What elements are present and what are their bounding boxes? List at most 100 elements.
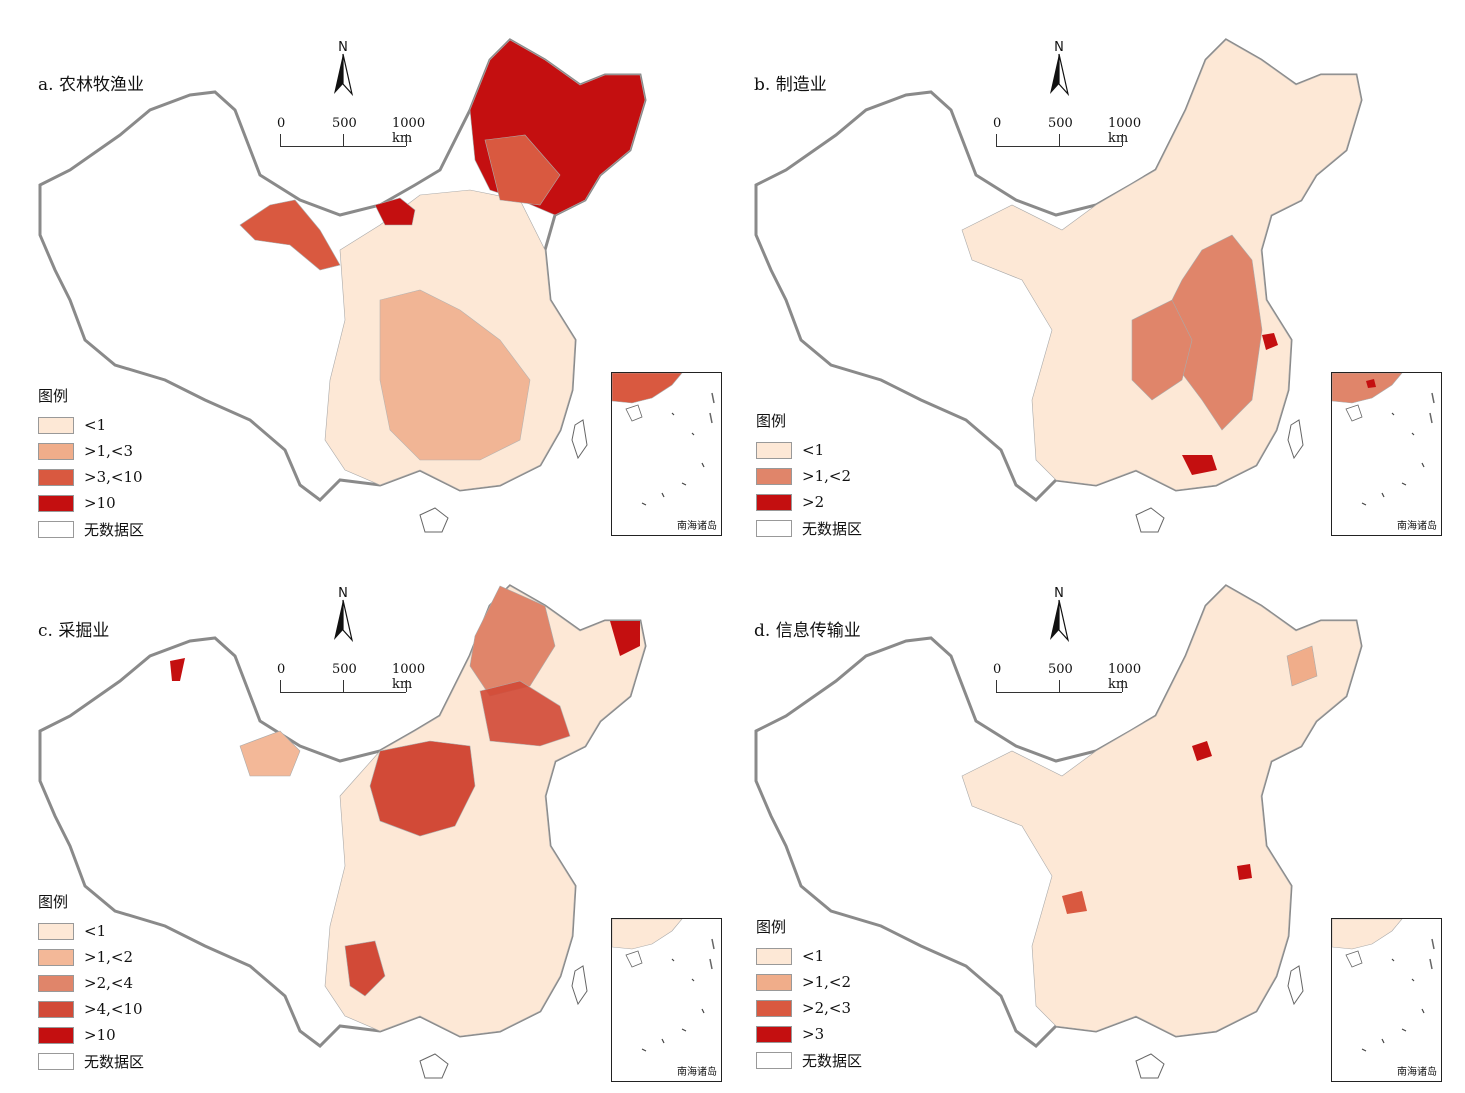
legend-title: 图例 (38, 893, 69, 911)
legend-swatch (38, 1026, 74, 1044)
region-northeast (469, 585, 556, 697)
scale-tick (280, 134, 281, 146)
region-hotspot-1 (239, 199, 341, 271)
legend-swatch (38, 468, 74, 486)
scale-label-500: 500 (1048, 116, 1073, 131)
inset-label: 南海诸岛 (1397, 1067, 1437, 1078)
legend-item: >1,<2 (756, 969, 862, 995)
legend-item: >1,<2 (38, 944, 144, 970)
region-inner-mongolia (479, 680, 571, 747)
legend-swatch (38, 974, 74, 992)
scale-tick (343, 134, 344, 146)
north-label: N (338, 40, 348, 55)
legend-item: <1 (38, 412, 144, 438)
region-yunnan (344, 940, 386, 997)
legend-item: >3 (756, 1021, 862, 1047)
north-label: N (1054, 40, 1064, 55)
inset-label: 南海诸岛 (677, 521, 717, 532)
legend-item: 无数据区 (756, 1047, 862, 1073)
scale-label-1000: 1000 km (1108, 116, 1142, 146)
legend-swatch (38, 922, 74, 940)
scale-label-1000: 1000 km (392, 116, 426, 146)
scale-bar: 0 500 1000 km (993, 116, 1146, 150)
region-hotspot-2 (374, 197, 416, 226)
panel-title: c. 采掘业 (38, 621, 110, 641)
north-arrow-icon (334, 53, 354, 97)
legend-label: <1 (802, 441, 825, 459)
scale-line (280, 692, 406, 693)
legend-label: 无数据区 (84, 520, 145, 539)
scale-label-0: 0 (277, 116, 286, 131)
north-arrow: N (330, 40, 356, 98)
scale-line (280, 146, 406, 147)
scale-label-0: 0 (993, 662, 1002, 677)
hainan (419, 507, 449, 533)
north-label: N (338, 586, 348, 601)
legend-item: 无数据区 (38, 516, 144, 542)
scale-tick (343, 680, 344, 692)
region-shanghai (1237, 864, 1252, 880)
legend-label: >10 (84, 494, 116, 512)
legend-label: <1 (84, 416, 107, 434)
legend-label: 无数据区 (802, 1051, 863, 1070)
legend-label: >2 (802, 493, 825, 511)
region-xinjiang-hotspot (239, 730, 301, 777)
region-northeast (469, 39, 646, 216)
scale-label-0: 0 (993, 116, 1002, 131)
legend-swatch (38, 1000, 74, 1018)
panel-title: b. 制造业 (754, 75, 827, 95)
legend-swatch (38, 1052, 74, 1070)
legend-swatch (38, 416, 74, 434)
legend-swatch (756, 467, 792, 485)
inset-label: 南海诸岛 (1397, 521, 1437, 532)
scale-tick (406, 134, 407, 146)
legend-label: >3,<10 (84, 468, 143, 486)
legend-title: 图例 (756, 918, 787, 936)
inset-map (612, 919, 715, 1052)
legend-item: >2,<4 (38, 970, 144, 996)
region-northeast-mid (1286, 645, 1318, 687)
north-arrow: N (1046, 40, 1072, 98)
panel-title: a. 农林牧渔业 (38, 75, 144, 95)
legend-swatch (756, 1051, 792, 1069)
legend-item: <1 (756, 437, 862, 463)
legend-label: >1,<3 (84, 442, 133, 460)
inset-map (612, 373, 715, 506)
legend-swatch (756, 441, 792, 459)
scale-tick (406, 680, 407, 692)
legend-item: >1,<3 (38, 438, 144, 464)
legend-label: <1 (84, 922, 107, 940)
legend-label: >2,<3 (802, 999, 851, 1017)
scale-label-500: 500 (332, 662, 357, 677)
legend-swatch (756, 973, 792, 991)
legend-item: >1,<2 (756, 463, 862, 489)
scale-tick (996, 134, 997, 146)
taiwan (1287, 965, 1304, 1006)
legend-item: >3,<10 (38, 464, 144, 490)
map-panel-a: a. 农林牧渔业 N 0 500 1000 km 图例 <1 >1,<3 >3,… (0, 0, 732, 546)
scale-tick (1122, 680, 1123, 692)
legend-swatch (756, 947, 792, 965)
region-northeast-red (610, 621, 640, 656)
inset-map (1332, 919, 1435, 1052)
legend-title: 图例 (756, 412, 787, 430)
legend-swatch (756, 999, 792, 1017)
legend-label: >3 (802, 1025, 825, 1043)
legend-swatch (38, 494, 74, 512)
map-panel-d: d. 信息传输业 N 0 500 1000 km 图例 <1 >1,<2 >2,… (732, 546, 1464, 1092)
legend-label: 无数据区 (802, 519, 863, 538)
map-panel-b: b. 制造业 N 0 500 1000 km 图例 <1 >1,<2 >2 无数… (732, 0, 1464, 546)
south-china-sea-inset: 南海诸岛 (1331, 918, 1442, 1082)
region-shanxi-shaanxi (369, 740, 476, 837)
region-hotspot-central (1131, 299, 1193, 401)
scale-bar: 0 500 1000 km (277, 662, 430, 696)
legend-label: <1 (802, 947, 825, 965)
region-hotspot-guangdong (1182, 455, 1217, 475)
region-main (961, 39, 1362, 491)
scale-label-0: 0 (277, 662, 286, 677)
legend-label: >4,<10 (84, 1000, 143, 1018)
north-label: N (1054, 586, 1064, 601)
legend-label: >2,<4 (84, 974, 133, 992)
china-map-b (754, 38, 1363, 533)
legend-item: >10 (38, 490, 144, 516)
